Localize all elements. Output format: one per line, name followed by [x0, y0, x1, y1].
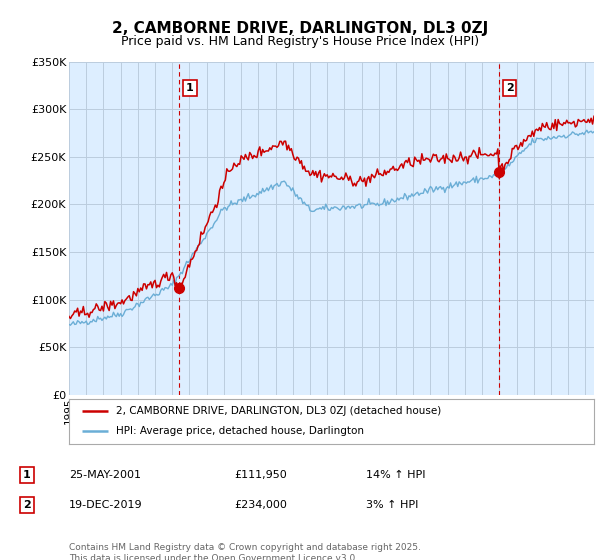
Text: 1: 1 — [186, 83, 194, 94]
Text: 2: 2 — [506, 83, 514, 94]
Text: 2, CAMBORNE DRIVE, DARLINGTON, DL3 0ZJ: 2, CAMBORNE DRIVE, DARLINGTON, DL3 0ZJ — [112, 21, 488, 36]
Text: 2: 2 — [23, 500, 31, 510]
Text: 3% ↑ HPI: 3% ↑ HPI — [366, 500, 418, 510]
Text: 1: 1 — [23, 470, 31, 480]
Text: £234,000: £234,000 — [234, 500, 287, 510]
Text: 14% ↑ HPI: 14% ↑ HPI — [366, 470, 425, 480]
Text: HPI: Average price, detached house, Darlington: HPI: Average price, detached house, Darl… — [116, 426, 364, 436]
Text: Price paid vs. HM Land Registry's House Price Index (HPI): Price paid vs. HM Land Registry's House … — [121, 35, 479, 48]
Text: 19-DEC-2019: 19-DEC-2019 — [69, 500, 143, 510]
Text: £111,950: £111,950 — [234, 470, 287, 480]
Text: Contains HM Land Registry data © Crown copyright and database right 2025.
This d: Contains HM Land Registry data © Crown c… — [69, 543, 421, 560]
Text: 25-MAY-2001: 25-MAY-2001 — [69, 470, 141, 480]
Text: 2, CAMBORNE DRIVE, DARLINGTON, DL3 0ZJ (detached house): 2, CAMBORNE DRIVE, DARLINGTON, DL3 0ZJ (… — [116, 406, 442, 416]
